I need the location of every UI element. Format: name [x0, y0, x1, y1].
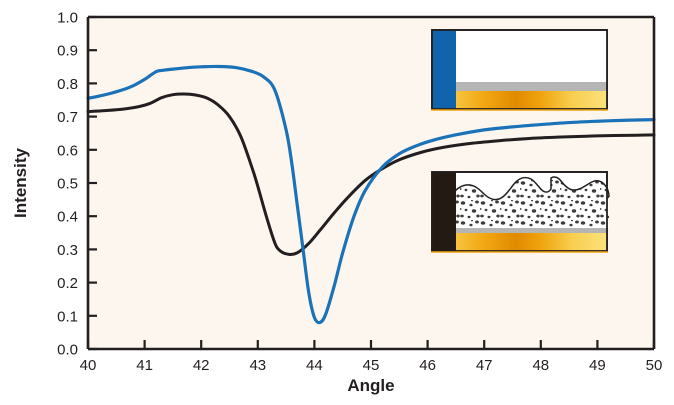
x-tick-label: 45	[363, 357, 380, 374]
x-tick-label: 43	[249, 357, 266, 374]
y-tick-label: 0.6	[57, 142, 78, 159]
y-tick-label: 0.1	[57, 308, 78, 325]
x-tick-label: 40	[80, 357, 97, 374]
x-tick-label: 49	[589, 357, 606, 374]
y-axis-ticks	[88, 15, 97, 351]
y-tick-label: 0.9	[57, 43, 78, 60]
series-blue-curve	[86, 64, 656, 325]
y-axis-tick-labels: 0.0 0.1 0.2 0.3 0.4 0.5 0.6 0.7 0.8 0.9 1.0	[57, 10, 78, 359]
inset-dense-film	[431, 29, 608, 111]
y-tick-label: 1.0	[57, 10, 78, 27]
x-axis-title: Angle	[347, 376, 394, 395]
dense-film-panel-border	[431, 29, 608, 110]
dense-film-gold-substrate	[432, 90, 607, 109]
porous-film-gold-substrate	[432, 232, 607, 251]
dense-film-layer	[432, 31, 607, 82]
porous-film-surface-outline	[450, 176, 610, 228]
y-tick-label: 0.2	[57, 275, 78, 292]
x-axis-tick-labels: 40 41 42 43 44 45 46 47 48 49 50	[80, 357, 663, 374]
x-tick-label: 44	[306, 357, 323, 374]
porous-film-black-bar	[432, 172, 456, 251]
dense-film-interlayer	[432, 82, 607, 91]
x-tick-label: 47	[476, 357, 493, 374]
x-tick-label: 48	[532, 357, 549, 374]
y-tick-label: 0.3	[57, 242, 78, 259]
porous-film-panel-border	[431, 171, 608, 252]
y-tick-label: 0.7	[57, 109, 78, 126]
x-tick-label: 41	[136, 357, 153, 374]
inset-porous-film	[431, 171, 610, 253]
porous-film-interlayer	[432, 224, 607, 233]
y-tick-label: 0.5	[57, 176, 78, 193]
dense-film-blue-bar	[432, 30, 456, 109]
x-tick-label: 42	[193, 357, 210, 374]
y-tick-label: 0.8	[57, 76, 78, 93]
x-tick-label: 46	[419, 357, 436, 374]
series-black-curve	[86, 92, 656, 256]
y-tick-label: 0.4	[57, 209, 78, 226]
y-tick-label: 0.0	[57, 342, 78, 359]
x-axis-ticks	[86, 340, 656, 349]
y-axis-title: Intensity	[11, 148, 30, 218]
x-tick-label: 50	[646, 357, 663, 374]
